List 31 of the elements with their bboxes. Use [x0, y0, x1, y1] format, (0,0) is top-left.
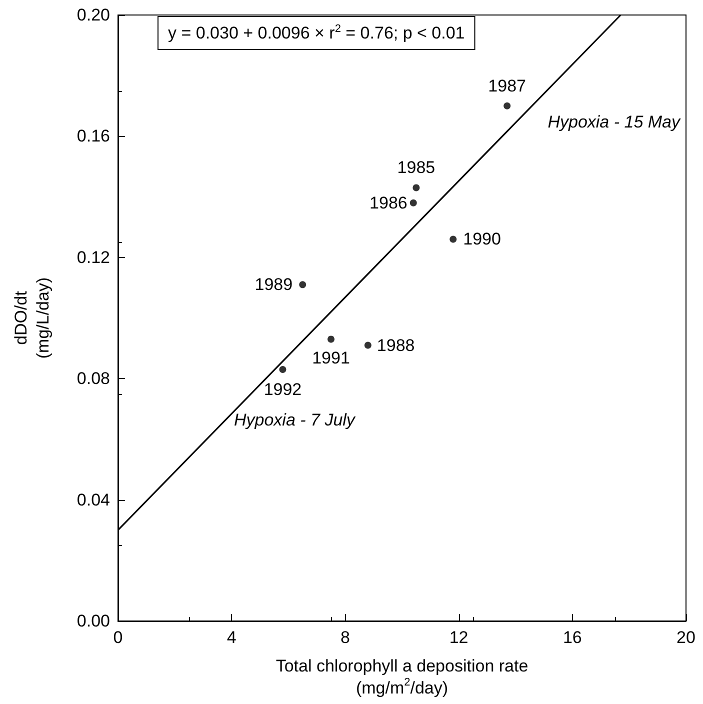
- annotation: 1986: [370, 193, 408, 212]
- y-tick-label: 0.16: [76, 126, 110, 146]
- annotation: 1989: [254, 275, 293, 294]
- y-tick-label: 0.08: [76, 369, 110, 388]
- point: [410, 199, 417, 206]
- annotation: 1987: [488, 76, 526, 96]
- x-tick-label: 16: [562, 628, 582, 647]
- y-tick-label: 0.20: [76, 6, 110, 24]
- x-tick-label: 12: [449, 628, 468, 647]
- annotation: 1988: [376, 336, 415, 355]
- point: [328, 336, 334, 343]
- x-tick-label: 20: [676, 628, 696, 647]
- annotation: 1985: [397, 158, 436, 178]
- y-tick-label: 0.00: [76, 612, 110, 630]
- x-tick-label: 8: [340, 628, 350, 647]
- y-tick-label: 0.04: [76, 490, 110, 510]
- point: [504, 102, 511, 110]
- x-tick-label: 4: [226, 628, 236, 647]
- point: [450, 236, 457, 243]
- point: [279, 366, 286, 374]
- y-tick-label: 0.12: [76, 248, 110, 267]
- x-tick-label: 0: [113, 628, 123, 647]
- annotation: 1991: [312, 348, 350, 368]
- point: [299, 281, 306, 288]
- y-axis-title: dDO/dt (mg/L/day): [12, 277, 52, 359]
- annotation: 1990: [463, 230, 501, 249]
- annotation: Hypoxia - 7 July: [234, 410, 356, 430]
- annotation: Hypoxia - 15 May: [548, 112, 682, 132]
- annotation: 1992: [264, 380, 302, 400]
- point: [364, 342, 372, 349]
- point: [412, 184, 420, 192]
